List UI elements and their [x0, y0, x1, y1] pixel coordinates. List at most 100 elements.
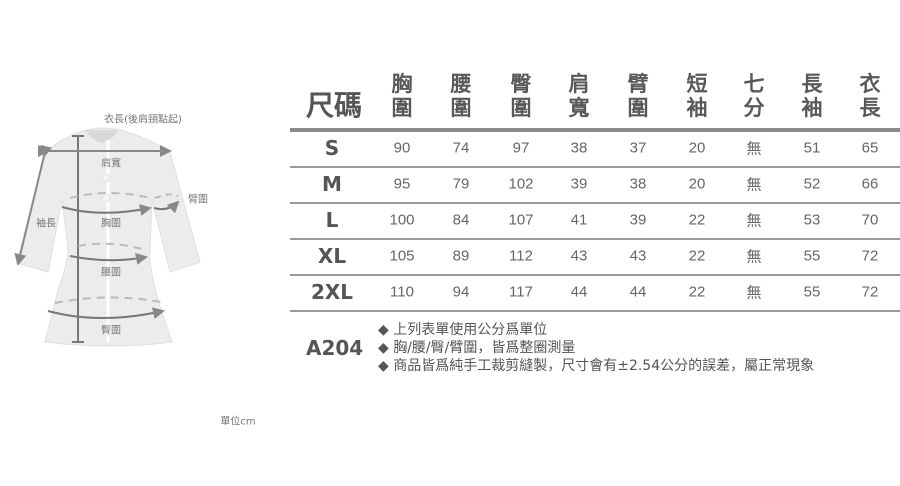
row-divider — [290, 274, 900, 276]
column-header: 胸圍 — [387, 72, 417, 120]
column-header: 衣長 — [855, 72, 885, 120]
chest-line — [61, 204, 152, 216]
table-cell: 22 — [688, 211, 706, 229]
table-cell: 70 — [861, 211, 879, 229]
table-cell: 84 — [452, 211, 470, 229]
size-cell: 2XL — [310, 280, 354, 304]
column-header: 七分 — [739, 72, 769, 120]
column-header-char: 長 — [801, 72, 823, 96]
table-cell: 51 — [803, 139, 821, 157]
waist-line — [69, 253, 148, 265]
table-cell: 20 — [688, 139, 706, 157]
table-cell: 53 — [803, 211, 821, 229]
column-header: 短袖 — [682, 72, 712, 120]
collar — [85, 130, 118, 143]
header-divider — [290, 128, 900, 132]
row-divider — [290, 310, 900, 312]
column-header-char: 臀 — [510, 72, 532, 96]
arm-label: 臂圍 — [188, 194, 208, 206]
column-header-char: 圍 — [627, 96, 649, 120]
table-cell: 79 — [452, 175, 470, 193]
table-cell: 37 — [629, 139, 647, 157]
chest-label: 胸圍 — [101, 218, 121, 230]
note-1: ◆ 上列表單使用公分爲單位 — [378, 322, 548, 338]
length-label: 衣長(後肩頸點起) — [104, 114, 182, 126]
table-cell: 38 — [629, 175, 647, 193]
table-cell: 22 — [688, 247, 706, 265]
table-cell: 22 — [688, 283, 706, 301]
size-cell: XL — [317, 244, 347, 268]
table-cell: 無 — [746, 212, 762, 230]
column-header: 臂圍 — [623, 72, 653, 120]
table-cell: 107 — [508, 211, 534, 229]
column-header-char: 圍 — [510, 96, 532, 120]
table-cell: 43 — [570, 247, 588, 265]
table-cell: 102 — [508, 175, 534, 193]
column-header-char: 長 — [859, 96, 881, 120]
table-cell: 39 — [570, 175, 588, 193]
table-cell: 20 — [688, 175, 706, 193]
table-cell: 52 — [803, 175, 821, 193]
table-cell: 55 — [803, 247, 821, 265]
table-cell: 89 — [452, 247, 470, 265]
column-header-char: 圍 — [450, 96, 472, 120]
column-header: 長袖 — [797, 72, 827, 120]
model-code: A204 — [306, 336, 364, 360]
arm-line — [153, 200, 180, 214]
column-header-char: 短 — [686, 72, 708, 96]
table-cell: 95 — [393, 175, 411, 193]
size-header: 尺碼 — [306, 89, 363, 122]
garment-diagram — [14, 127, 201, 347]
hip-label: 臀圍 — [101, 325, 121, 337]
sleeve-line — [14, 144, 53, 266]
table-cell: 97 — [512, 139, 530, 157]
column-header-char: 袖 — [801, 96, 823, 120]
column-header-char: 袖 — [686, 96, 708, 120]
table-cell: 55 — [803, 283, 821, 301]
table-cell: 94 — [452, 283, 470, 301]
table-cell: 44 — [570, 283, 588, 301]
note-3: ◆ 商品皆爲純手工裁剪縫製，尺寸會有±2.54公分的誤差，屬正常現象 — [378, 358, 815, 374]
column-header-char: 衣 — [859, 72, 881, 96]
sleeve-label: 袖長 — [36, 218, 56, 230]
table-cell: 117 — [509, 283, 533, 301]
note-2: ◆ 胸/腰/臀/臂圍，皆爲整圈測量 — [378, 340, 576, 356]
column-header-char: 寬 — [568, 96, 590, 120]
unit-label: 單位cm — [220, 416, 256, 428]
row-divider — [290, 238, 900, 240]
table-cell: 72 — [861, 247, 879, 265]
table-cell: 110 — [390, 283, 414, 301]
column-header: 腰圍 — [446, 72, 476, 120]
column-header-char: 圍 — [391, 96, 413, 120]
table-cell: 41 — [570, 211, 588, 229]
table-cell: 38 — [570, 139, 588, 157]
column-header-char: 胸 — [391, 72, 413, 96]
table-cell: 72 — [861, 283, 879, 301]
shoulder-label: 肩寬 — [101, 158, 121, 170]
size-cell: M — [322, 172, 342, 196]
table-cell: 43 — [629, 247, 647, 265]
column-header-char: 臂 — [627, 72, 649, 96]
table-cell: 44 — [629, 283, 647, 301]
table-cell: 無 — [746, 176, 762, 194]
table-cell: 100 — [389, 211, 415, 229]
column-header: 肩寬 — [564, 72, 594, 120]
table-cell: 90 — [393, 139, 411, 157]
table-cell: 112 — [509, 247, 533, 265]
row-divider — [290, 166, 900, 168]
size-cell: L — [325, 208, 339, 232]
column-header-char: 七 — [743, 72, 765, 96]
table-cell: 無 — [746, 140, 762, 158]
table-cell: 74 — [452, 139, 470, 157]
table-cell: 無 — [746, 248, 762, 266]
table-cell: 65 — [861, 139, 879, 157]
column-header: 臀圍 — [506, 72, 536, 120]
table-cell: 39 — [629, 211, 647, 229]
table-cell: 無 — [746, 284, 762, 302]
size-cell: S — [324, 136, 340, 160]
row-divider — [290, 202, 900, 204]
waist-label: 腰圍 — [101, 267, 121, 279]
column-header-char: 肩 — [568, 72, 590, 96]
table-cell: 105 — [389, 247, 415, 265]
